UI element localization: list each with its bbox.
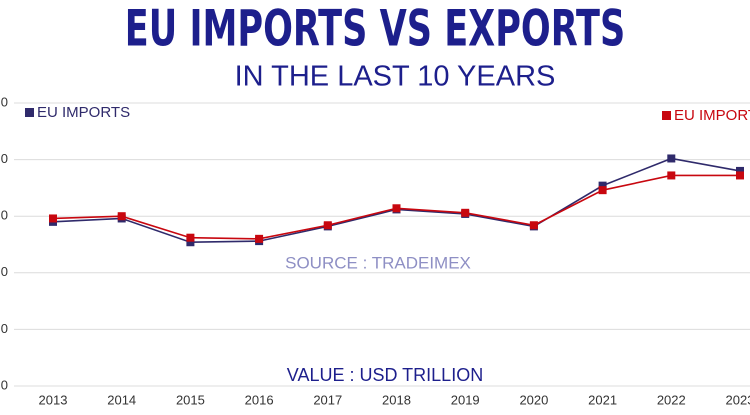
data-point <box>186 233 195 242</box>
x-tick-label: 2020 <box>519 392 548 407</box>
data-point <box>461 208 470 217</box>
x-tick-label: 2019 <box>451 392 480 407</box>
legend-label: EU IMPORTS <box>37 104 130 121</box>
x-tick-label: 2022 <box>657 392 686 407</box>
y-tick-label: 0 <box>1 377 8 392</box>
data-point <box>598 186 607 195</box>
x-tick-label: 2018 <box>382 392 411 407</box>
chart-title: EU IMPORTS VS EXPORTS <box>125 0 625 58</box>
data-point <box>49 214 57 223</box>
data-point <box>323 221 332 230</box>
data-point <box>667 154 676 163</box>
x-tick-label: 2014 <box>107 392 136 407</box>
legend-label: EU IMPORTS <box>674 107 750 124</box>
x-tick-label: 2023 <box>726 392 750 407</box>
x-tick-label: 2013 <box>39 392 68 407</box>
data-point <box>186 238 195 247</box>
y-tick-label: 0 <box>1 321 8 336</box>
data-point <box>117 212 126 221</box>
legend-swatch <box>25 108 34 117</box>
y-tick-label: 0 <box>1 151 8 166</box>
y-tick-label: 0 <box>1 264 8 279</box>
x-tick-label: 2017 <box>313 392 342 407</box>
y-tick-label: 0 <box>1 208 8 223</box>
data-point <box>392 204 401 213</box>
x-tick-label: 2015 <box>176 392 205 407</box>
source-annotation: SOURCE : TRADEIMEX <box>285 253 471 272</box>
x-tick-label: 2016 <box>245 392 274 407</box>
x-tick-label: 2021 <box>588 392 617 407</box>
data-point <box>255 234 264 243</box>
data-point <box>598 181 607 190</box>
data-point <box>736 166 744 175</box>
y-tick-label: 0 <box>1 94 8 109</box>
legend-swatch <box>662 111 671 120</box>
data-point <box>667 171 676 180</box>
value-annotation: VALUE : USD TRILLION <box>287 365 483 385</box>
chart-subtitle: IN THE LAST 10 YEARS <box>235 61 556 93</box>
data-point <box>736 171 744 180</box>
data-point <box>529 221 538 230</box>
